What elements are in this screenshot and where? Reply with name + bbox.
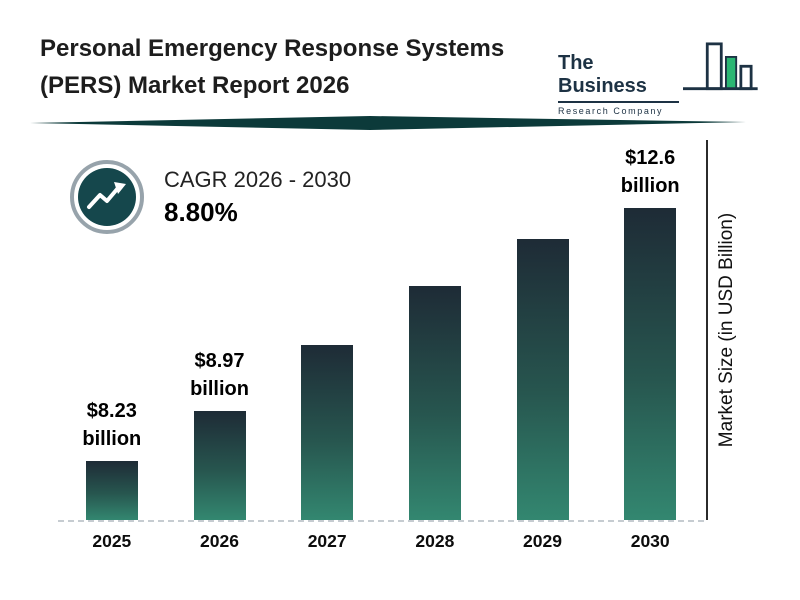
company-logo: The Business Research Company (558, 38, 758, 116)
company-logo-text: The Business Research Company (558, 52, 680, 116)
bar-2030 (624, 208, 677, 520)
bar-2025 (85, 461, 138, 520)
cagr-label: CAGR 2026 - 2030 (164, 166, 352, 192)
x-tick-label-2030: 2030 (630, 531, 670, 551)
bar-column-2029 (489, 239, 597, 520)
bars-row: $8.23 billion $8.97 billion $12.6 billion (58, 136, 704, 520)
x-axis-baseline (58, 520, 704, 522)
bar-2029 (516, 239, 569, 520)
y-axis-line (706, 140, 708, 520)
cagr-value: 8.80% (164, 196, 238, 227)
x-tick-label-2025: 2025 (92, 531, 132, 551)
page-title: Personal Emergency Response Systems (PER… (40, 30, 560, 104)
bar-2028 (408, 286, 461, 520)
logo-bar-chart-icon (683, 42, 758, 91)
x-tick-label-2028: 2028 (415, 531, 455, 551)
bar-2026 (193, 411, 246, 520)
x-tick-label-2029: 2029 (523, 531, 562, 551)
x-axis-labels: 2025 2026 2027 2028 2029 2030 (58, 531, 704, 552)
bar-2027 (301, 345, 354, 520)
growth-arrow-icon (70, 160, 144, 234)
bar-chart: $8.23 billion $8.97 billion $12.6 billion 202… (58, 136, 704, 552)
cagr-texts: CAGR 2026 - 2030 8.80% (164, 167, 351, 228)
header-divider (30, 116, 746, 130)
bar-column-2026: $8.97 billion (166, 347, 274, 520)
page-title-line1: Personal Emergency Response Systems (40, 35, 505, 62)
bar-column-2028 (381, 286, 489, 520)
bar-value-label-2025: $8.23 billion (82, 400, 142, 450)
bar-value-label-2030: $12.6 billion (620, 147, 680, 197)
y-axis-title: Market Size (in USD Billion) (716, 212, 737, 448)
page-title-line2: (PERS) Market Report 2026 (40, 72, 350, 100)
x-tick-label-2026: 2026 (200, 531, 239, 551)
bar-column-2027 (273, 345, 381, 520)
cagr-callout: CAGR 2026 - 2030 8.80% (68, 158, 351, 236)
logo-subname: Research Company (558, 106, 664, 116)
bar-value-label-2026: $8.97 billion (190, 350, 249, 400)
logo-name: The Business (558, 52, 680, 103)
bar-column-2030: $12.6 billion (596, 144, 704, 520)
bar-column-2025: $8.23 billion (58, 397, 166, 520)
x-tick-label-2027: 2027 (307, 531, 347, 551)
